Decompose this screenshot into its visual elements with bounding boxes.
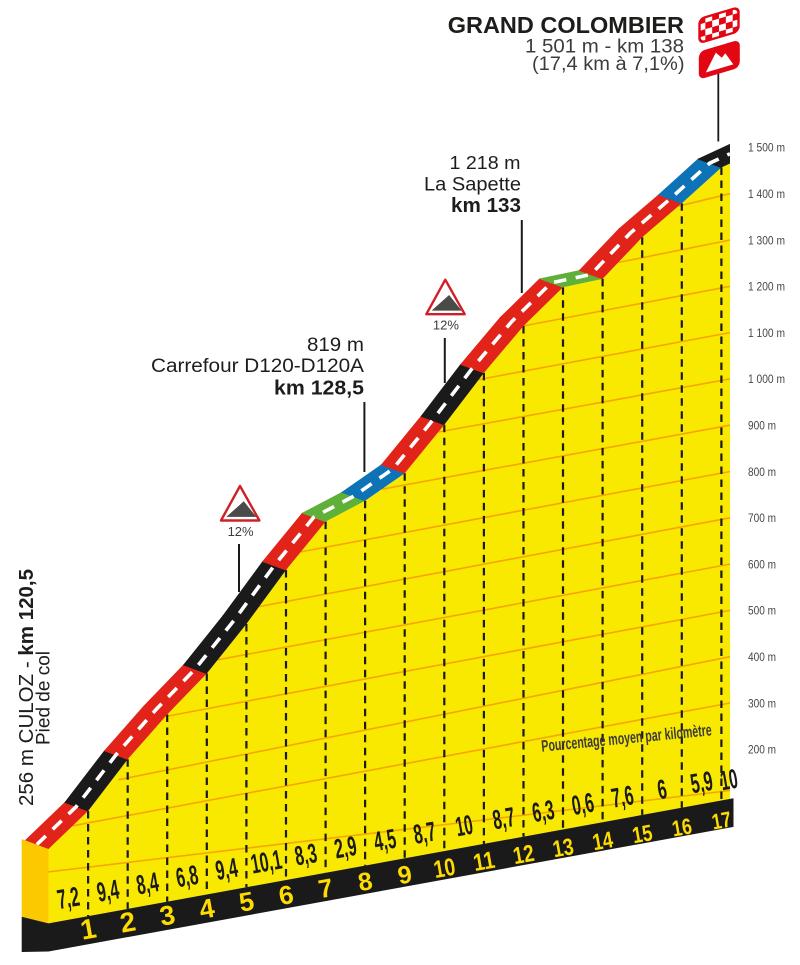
svg-text:1 200 m: 1 200 m — [748, 280, 785, 294]
svg-text:km 128,5: km 128,5 — [274, 377, 364, 400]
svg-text:819 m: 819 m — [307, 335, 364, 356]
svg-text:14: 14 — [590, 826, 615, 855]
svg-text:10,1: 10,1 — [248, 844, 284, 880]
svg-text:6,3: 6,3 — [530, 794, 557, 828]
svg-text:12%: 12% — [433, 318, 459, 333]
svg-text:900 m: 900 m — [748, 419, 776, 433]
svg-text:6,8: 6,8 — [173, 859, 200, 893]
svg-text:Pied de col: Pied de col — [34, 651, 55, 745]
svg-text:6: 6 — [276, 879, 296, 911]
svg-text:1: 1 — [78, 912, 99, 945]
svg-text:15: 15 — [630, 819, 654, 848]
svg-text:7: 7 — [316, 874, 335, 904]
svg-text:12: 12 — [511, 840, 536, 870]
svg-text:2: 2 — [118, 905, 139, 938]
svg-text:10: 10 — [432, 854, 458, 884]
svg-text:5: 5 — [237, 886, 257, 918]
svg-text:200 m: 200 m — [748, 743, 776, 757]
svg-text:(17,4 km à 7,1%): (17,4 km à 7,1%) — [532, 54, 685, 75]
svg-text:500 m: 500 m — [748, 604, 776, 618]
svg-text:700 m: 700 m — [748, 511, 776, 525]
svg-text:0,6: 0,6 — [569, 787, 596, 821]
svg-text:400 m: 400 m — [748, 650, 776, 664]
svg-text:12%: 12% — [228, 524, 254, 539]
svg-text:5,9: 5,9 — [688, 765, 715, 799]
svg-text:16: 16 — [670, 813, 694, 841]
svg-text:km 133: km 133 — [451, 194, 521, 217]
svg-text:10: 10 — [718, 763, 740, 796]
svg-text:1 100 m: 1 100 m — [748, 326, 785, 340]
svg-text:1 300 m: 1 300 m — [748, 233, 785, 247]
svg-text:11: 11 — [471, 847, 497, 877]
svg-text:La Sapette: La Sapette — [424, 175, 521, 196]
svg-text:GRAND COLOMBIER: GRAND COLOMBIER — [448, 12, 684, 38]
svg-text:300 m: 300 m — [748, 696, 776, 710]
svg-text:7,2: 7,2 — [55, 881, 82, 915]
svg-text:10: 10 — [453, 809, 475, 842]
svg-text:8,7: 8,7 — [490, 801, 517, 835]
svg-text:1 218 m: 1 218 m — [450, 152, 521, 173]
svg-text:4: 4 — [197, 893, 217, 925]
svg-text:Carrefour D120-D120A: Carrefour D120-D120A — [151, 356, 364, 377]
svg-text:8,7: 8,7 — [411, 816, 438, 850]
svg-text:7,6: 7,6 — [609, 779, 636, 813]
svg-text:8: 8 — [356, 867, 375, 897]
svg-text:1 500 m: 1 500 m — [748, 141, 785, 155]
svg-text:1 400 m: 1 400 m — [748, 187, 785, 201]
svg-text:13: 13 — [551, 833, 576, 862]
svg-text:1 501 m - km 138: 1 501 m - km 138 — [525, 37, 684, 58]
svg-text:600 m: 600 m — [748, 557, 776, 571]
svg-text:800 m: 800 m — [748, 465, 776, 479]
svg-text:1 000 m: 1 000 m — [748, 372, 785, 386]
svg-text:2,9: 2,9 — [332, 830, 359, 864]
svg-text:3: 3 — [157, 899, 177, 932]
svg-text:9: 9 — [396, 860, 415, 890]
svg-text:256 m CULOZ - km 120,5: 256 m CULOZ - km 120,5 — [15, 569, 38, 806]
svg-text:4,5: 4,5 — [371, 823, 398, 857]
svg-text:17: 17 — [710, 806, 733, 834]
svg-text:8,3: 8,3 — [292, 837, 319, 871]
